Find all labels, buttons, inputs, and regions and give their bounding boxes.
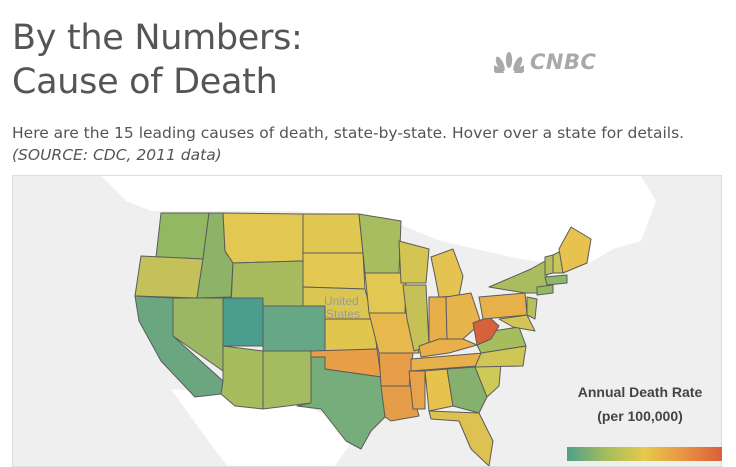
state-missouri[interactable]: [368, 312, 420, 354]
state-utah[interactable]: [222, 297, 270, 347]
state-washington[interactable]: [155, 212, 210, 260]
title-line-2: Cause of Death: [12, 62, 278, 102]
us-map[interactable]: United States: [12, 175, 722, 467]
state-kansas[interactable]: [324, 318, 378, 352]
page-title: By the Numbers: Cause of Death: [12, 16, 303, 104]
state-mississippi[interactable]: [408, 370, 426, 410]
state-oregon[interactable]: [134, 255, 204, 299]
state-texas[interactable]: [296, 356, 386, 450]
state-georgia[interactable]: [446, 366, 488, 414]
mexico-landmass: [171, 389, 361, 466]
state-michigan[interactable]: [430, 248, 464, 298]
state-florida[interactable]: [428, 410, 494, 466]
state-minnesota[interactable]: [358, 213, 402, 274]
state-wisconsin[interactable]: [398, 240, 430, 284]
state-colorado[interactable]: [262, 305, 326, 352]
state-louisiana[interactable]: [380, 385, 420, 422]
state-north-dakota[interactable]: [302, 213, 364, 254]
state-iowa[interactable]: [364, 272, 407, 314]
map-canvas: United States: [101, 176, 656, 466]
state-pennsylvania[interactable]: [478, 292, 528, 320]
state-maryland[interactable]: [498, 314, 536, 332]
state-arizona[interactable]: [220, 345, 264, 410]
state-montana[interactable]: [222, 212, 304, 264]
title-line-1: By the Numbers:: [12, 18, 303, 58]
state-ohio[interactable]: [445, 292, 482, 340]
brand-wordmark: CNBC: [530, 50, 597, 74]
state-indiana[interactable]: [428, 296, 448, 344]
canada-landmass: [101, 176, 656, 271]
source-note: (SOURCE: CDC, 2011 data): [12, 146, 222, 164]
map-legend: Annual Death Rate (per 100,000): [555, 380, 725, 461]
country-label: United States: [324, 294, 362, 321]
cnbc-logo[interactable]: CNBC: [494, 50, 596, 74]
legend-color-scale: [567, 447, 722, 461]
page-description: Here are the 15 leading causes of death,…: [12, 122, 712, 166]
state-new-mexico[interactable]: [262, 350, 312, 410]
legend-title: Annual Death Rate: [577, 384, 703, 400]
state-south-dakota[interactable]: [302, 252, 366, 290]
nbc-peacock-icon: [494, 52, 524, 73]
state-connecticut[interactable]: [536, 284, 554, 296]
state-arkansas[interactable]: [378, 352, 414, 387]
legend-subtitle: (per 100,000): [597, 408, 683, 424]
state-new-jersey[interactable]: [526, 296, 538, 320]
state-maine[interactable]: [558, 226, 592, 274]
description-text: Here are the 15 leading causes of death,…: [12, 124, 685, 142]
state-massachusetts[interactable]: [544, 274, 568, 286]
state-vermont[interactable]: [544, 254, 554, 276]
